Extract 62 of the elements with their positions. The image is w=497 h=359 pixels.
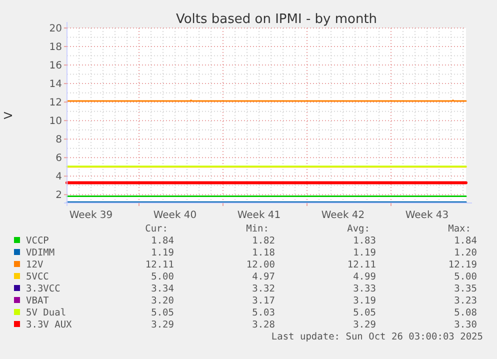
text: 5.00 [454,271,478,282]
chart-title: Volts based on IPMI - by month [176,12,378,27]
text: 3.19 [353,295,376,306]
y-tick-label: 4 [56,172,62,183]
text: 3.33 [353,283,376,294]
text: 4.97 [252,271,275,282]
text: Avg: [347,223,370,234]
x-tick-label: Week 42 [321,210,365,221]
text: 4.99 [353,271,376,282]
text: 5.08 [454,307,478,318]
text: 3.20 [151,295,174,306]
text: 1.84 [151,235,174,246]
text: 12.00 [246,259,276,270]
text: 12.11 [347,259,376,270]
legend-label: VDIMM [26,247,55,258]
text: 1.20 [454,247,478,258]
text: 1.18 [252,247,276,258]
text: 1.19 [151,247,174,258]
legend-label: VBAT [26,295,50,306]
text: Min: [246,223,269,234]
text: 3.35 [454,283,477,294]
text: 5.03 [252,307,275,318]
text: 12.19 [448,259,478,270]
text: Cur: [145,223,168,234]
y-tick-label: 18 [49,42,62,54]
y-tick-label: 2 [56,190,62,202]
legend-label: 5VCC [26,271,49,282]
text: 5.05 [151,307,174,318]
text: 1.84 [454,235,478,246]
y-tick-label: 10 [49,116,62,128]
text: Last update: Sun Oct 26 03:00:03 2025 [271,331,483,342]
legend-label: VCCP [26,235,50,246]
text: Max: [448,223,471,234]
legend-label: 3.3V AUX [26,319,72,330]
y-tick-label: 8 [56,134,62,146]
text: 3.17 [252,295,275,306]
x-tick-label: Week 39 [69,210,113,221]
legend-label: 3.3VCC [26,283,60,294]
x-tick-label: Week 41 [237,210,281,221]
text: 1.19 [353,247,376,258]
y-tick-label: 20 [49,24,62,34]
text: 3.32 [252,283,275,294]
text: 1.83 [353,235,376,246]
legend-label: 5V Dual [26,307,66,318]
x-tick-label: Week 40 [153,210,197,221]
text: 3.23 [454,295,477,306]
text: 5.05 [353,307,376,318]
legend-label: 12V [26,259,44,270]
text: 5.00 [151,271,174,282]
text: 3.30 [454,319,478,330]
text: 12.11 [145,259,174,270]
y-axis-title: V [2,111,15,120]
y-tick-label: 16 [49,60,62,72]
text: 3.29 [151,319,174,330]
y-tick-label: 6 [56,153,62,164]
text: 3.34 [151,283,174,294]
y-tick-label: 12 [49,98,62,109]
text: 3.29 [353,319,376,330]
text: 3.28 [252,319,276,330]
y-tick-label: 14 [49,79,62,90]
x-tick-label: Week 43 [405,210,449,221]
text: 1.82 [252,235,275,246]
